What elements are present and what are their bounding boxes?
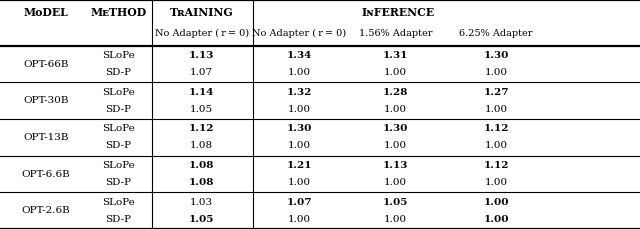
Text: 1.00: 1.00 — [384, 178, 407, 187]
Text: SD-P: SD-P — [106, 215, 131, 224]
Text: OPT-6.6B: OPT-6.6B — [22, 169, 70, 179]
Text: OPT-30B: OPT-30B — [23, 96, 69, 105]
Text: SLoPe: SLoPe — [102, 161, 135, 170]
Text: 1.28: 1.28 — [383, 88, 408, 97]
Text: 1.12: 1.12 — [483, 125, 509, 134]
Text: 1.00: 1.00 — [288, 105, 311, 114]
Text: SLoPe: SLoPe — [102, 198, 135, 207]
Text: 1.00: 1.00 — [288, 68, 311, 77]
Text: 1.30: 1.30 — [383, 125, 408, 134]
Text: 1.00: 1.00 — [484, 141, 508, 150]
Text: 1.07: 1.07 — [287, 198, 312, 207]
Text: IɴFERENCE: IɴFERENCE — [361, 7, 435, 18]
Text: 1.31: 1.31 — [383, 51, 408, 60]
Text: 1.00: 1.00 — [484, 105, 508, 114]
Text: 1.08: 1.08 — [190, 141, 213, 150]
Text: 1.30: 1.30 — [287, 125, 312, 134]
Text: 1.14: 1.14 — [189, 88, 214, 97]
Text: SD-P: SD-P — [106, 105, 131, 114]
Text: 1.00: 1.00 — [384, 105, 407, 114]
Text: 1.00: 1.00 — [384, 68, 407, 77]
Text: No Adapter ( r = 0): No Adapter ( r = 0) — [252, 29, 347, 38]
Text: 1.00: 1.00 — [288, 215, 311, 224]
Text: SD-P: SD-P — [106, 68, 131, 77]
Text: MᴏDEL: MᴏDEL — [24, 7, 68, 18]
Text: SD-P: SD-P — [106, 178, 131, 187]
Text: 1.00: 1.00 — [384, 141, 407, 150]
Text: 1.27: 1.27 — [483, 88, 509, 97]
Text: SLoPe: SLoPe — [102, 88, 135, 97]
Text: 1.05: 1.05 — [383, 198, 408, 207]
Text: SD-P: SD-P — [106, 141, 131, 150]
Text: 1.00: 1.00 — [384, 215, 407, 224]
Text: OPT-2.6B: OPT-2.6B — [22, 206, 70, 215]
Text: OPT-66B: OPT-66B — [23, 60, 69, 69]
Text: No Adapter ( r = 0): No Adapter ( r = 0) — [154, 29, 249, 38]
Text: 1.00: 1.00 — [288, 178, 311, 187]
Text: 1.00: 1.00 — [288, 141, 311, 150]
Text: 1.00: 1.00 — [483, 198, 509, 207]
Text: 1.00: 1.00 — [484, 68, 508, 77]
Text: 1.12: 1.12 — [483, 161, 509, 170]
Text: 1.03: 1.03 — [190, 198, 213, 207]
Text: 1.21: 1.21 — [287, 161, 312, 170]
Text: MᴇTHOD: MᴇTHOD — [90, 7, 147, 18]
Text: 1.00: 1.00 — [483, 215, 509, 224]
Text: SLoPe: SLoPe — [102, 51, 135, 60]
Text: 1.56% Adapter: 1.56% Adapter — [359, 29, 432, 38]
Text: TʀAINING: TʀAINING — [170, 7, 234, 18]
Text: 1.13: 1.13 — [189, 51, 214, 60]
Text: 1.32: 1.32 — [287, 88, 312, 97]
Text: 1.00: 1.00 — [484, 178, 508, 187]
Text: 1.34: 1.34 — [287, 51, 312, 60]
Text: 1.05: 1.05 — [189, 215, 214, 224]
Text: 1.13: 1.13 — [383, 161, 408, 170]
Text: 1.08: 1.08 — [189, 161, 214, 170]
Text: OPT-13B: OPT-13B — [23, 133, 69, 142]
Text: SLoPe: SLoPe — [102, 125, 135, 134]
Text: 1.07: 1.07 — [190, 68, 213, 77]
Text: 1.08: 1.08 — [189, 178, 214, 187]
Text: 1.12: 1.12 — [189, 125, 214, 134]
Text: 6.25% Adapter: 6.25% Adapter — [460, 29, 532, 38]
Text: 1.05: 1.05 — [190, 105, 213, 114]
Text: 1.30: 1.30 — [483, 51, 509, 60]
